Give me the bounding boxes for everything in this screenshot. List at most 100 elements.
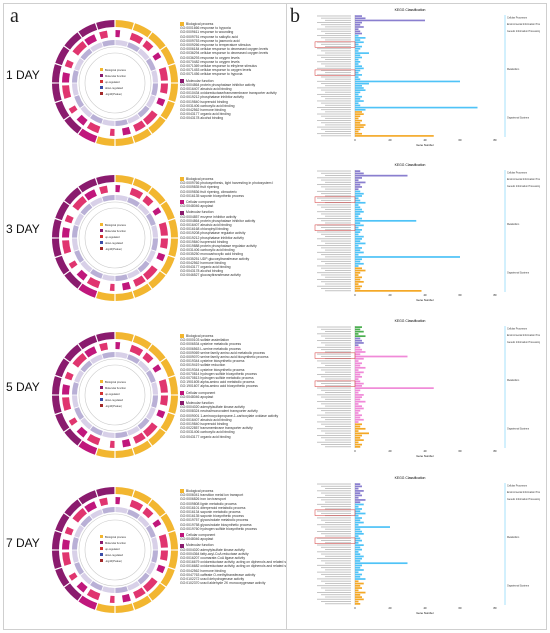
circos-count-bar	[158, 222, 168, 236]
kegg-bar	[355, 63, 359, 65]
kegg-bar	[355, 330, 364, 333]
circos-legend-swatch	[100, 80, 103, 83]
kegg-bar	[355, 262, 364, 265]
go-legend-day3: Biological process GO:0009766 photosynthe…	[180, 175, 286, 278]
kegg-bar	[355, 578, 366, 580]
circos-count-bar	[152, 519, 162, 528]
kegg-x-tick: 20	[389, 606, 392, 610]
circos-outer-segment	[55, 100, 70, 120]
kegg-pathway-label	[321, 115, 351, 117]
circos-outer-segment	[96, 603, 115, 613]
circos-count-bar	[62, 552, 72, 566]
kegg-pathway-label	[321, 220, 351, 222]
kegg-pathway-label	[317, 133, 351, 135]
circos-reg-bar	[151, 225, 158, 238]
circos-reg-bar	[80, 203, 93, 216]
circos-count-bar	[84, 346, 97, 358]
circos-count-bar	[143, 577, 158, 593]
legend-go-term: GO:0006826 iron ion transport	[180, 497, 226, 502]
kegg-bar	[355, 409, 361, 412]
circos-outer-segment	[168, 395, 178, 414]
legend-swatch	[180, 22, 184, 27]
circos-reg-bar	[72, 83, 79, 96]
kegg-pathway-label	[325, 331, 351, 332]
circos-outer-segment	[52, 83, 62, 102]
circos-outer-segment	[115, 20, 134, 30]
legend-go-term: GO:0016168 chlorophyll binding	[180, 227, 229, 232]
kegg-x-tick: 20	[389, 293, 392, 297]
circos-reg-bar	[145, 58, 156, 71]
circos-reg-bar	[145, 370, 156, 383]
kegg-pathway-label	[321, 63, 351, 65]
kegg-bar	[355, 487, 359, 490]
kegg-bar	[355, 382, 364, 385]
circos-reg-bar	[74, 525, 85, 538]
kegg-bar	[355, 290, 422, 292]
circos-outer-segment	[78, 283, 98, 298]
kegg-bar	[355, 512, 366, 515]
legend-section-title: Biological process	[186, 22, 214, 26]
kegg-pathway-label	[317, 394, 351, 396]
circos-count-bar	[152, 207, 162, 216]
kegg-category-label: Environmental Information Processing	[507, 334, 540, 337]
kegg-pathway-label	[321, 601, 351, 602]
legend-go-term: GO:0009266 response to temperature stimu…	[180, 43, 251, 48]
kegg-pathway-label	[321, 389, 351, 391]
kegg-bar	[355, 517, 362, 519]
kegg-category-label: Cellular Processes	[507, 17, 528, 20]
circos-count-bar	[115, 342, 121, 350]
kegg-category-label: Organismal Systems	[507, 117, 530, 120]
kegg-bar	[355, 571, 359, 574]
kegg-bar	[355, 76, 359, 78]
kegg-x-tick: 20	[389, 449, 392, 453]
kegg-pathway-label	[325, 222, 351, 224]
circos-count-bar	[68, 417, 78, 426]
circos-outer-segment	[132, 178, 152, 193]
circos-reg-bar	[115, 195, 128, 202]
kegg-title: KEGG Classification	[395, 163, 426, 167]
legend-go-term: GO:0019344 cysteine biosynthetic process	[180, 367, 245, 372]
kegg-pathway-label	[317, 435, 351, 436]
kegg-bar	[355, 210, 364, 213]
legend-go-term: GO:0019212 phosphatase inhibitor activit…	[180, 235, 244, 240]
kegg-pathway-label	[321, 567, 351, 569]
circos-outer-segment	[96, 136, 115, 146]
kegg-pathway-label	[321, 362, 351, 364]
kegg-bar	[355, 398, 361, 401]
circos-count-bar	[68, 572, 78, 581]
kegg-category-label: Cellular Processes	[507, 328, 528, 331]
kegg-bar	[355, 510, 361, 513]
kegg-pathway-label	[321, 396, 351, 398]
kegg-pathway-label	[325, 276, 351, 278]
circos-outer-segment	[115, 175, 134, 185]
circos-reg-bar	[137, 260, 150, 273]
kegg-pathway-label	[321, 179, 351, 181]
circos-reg-bar	[137, 417, 150, 430]
kegg-pathway-label	[321, 410, 351, 412]
circos-outer-segment	[96, 332, 115, 342]
kegg-pathway-label	[317, 190, 351, 192]
circos-reg-bar	[151, 83, 158, 96]
circos-count-bar	[160, 83, 168, 94]
kegg-bar	[355, 15, 362, 17]
circos-reg-bar	[115, 40, 128, 47]
kegg-pathway-label	[321, 573, 351, 575]
kegg-bar	[355, 483, 361, 485]
circos-legend-label: down-regulated	[105, 398, 123, 402]
legend-go-term: GO:0031406 carboxylic acid binding	[180, 103, 235, 108]
circos-legend-label: Molecular function	[105, 229, 127, 233]
kegg-bar	[355, 348, 362, 351]
kegg-category-label: Metabolism	[507, 379, 519, 382]
kegg-pathway-label	[317, 551, 351, 553]
kegg-bar	[355, 80, 460, 83]
kegg-pathway-label	[317, 74, 351, 76]
kegg-bar	[355, 61, 361, 63]
legend-section-title: Molecular function	[186, 543, 214, 548]
kegg-bar	[355, 260, 361, 263]
kegg-pathway-label	[321, 355, 351, 357]
kegg-title: KEGG Classification	[395, 476, 426, 480]
kegg-bar	[355, 206, 361, 209]
legend-go-term: GO:0102370 uracil aldehyde 2K monooxygen…	[180, 581, 266, 586]
kegg-pathway-label	[321, 383, 351, 384]
kegg-pathway-label	[325, 405, 351, 407]
